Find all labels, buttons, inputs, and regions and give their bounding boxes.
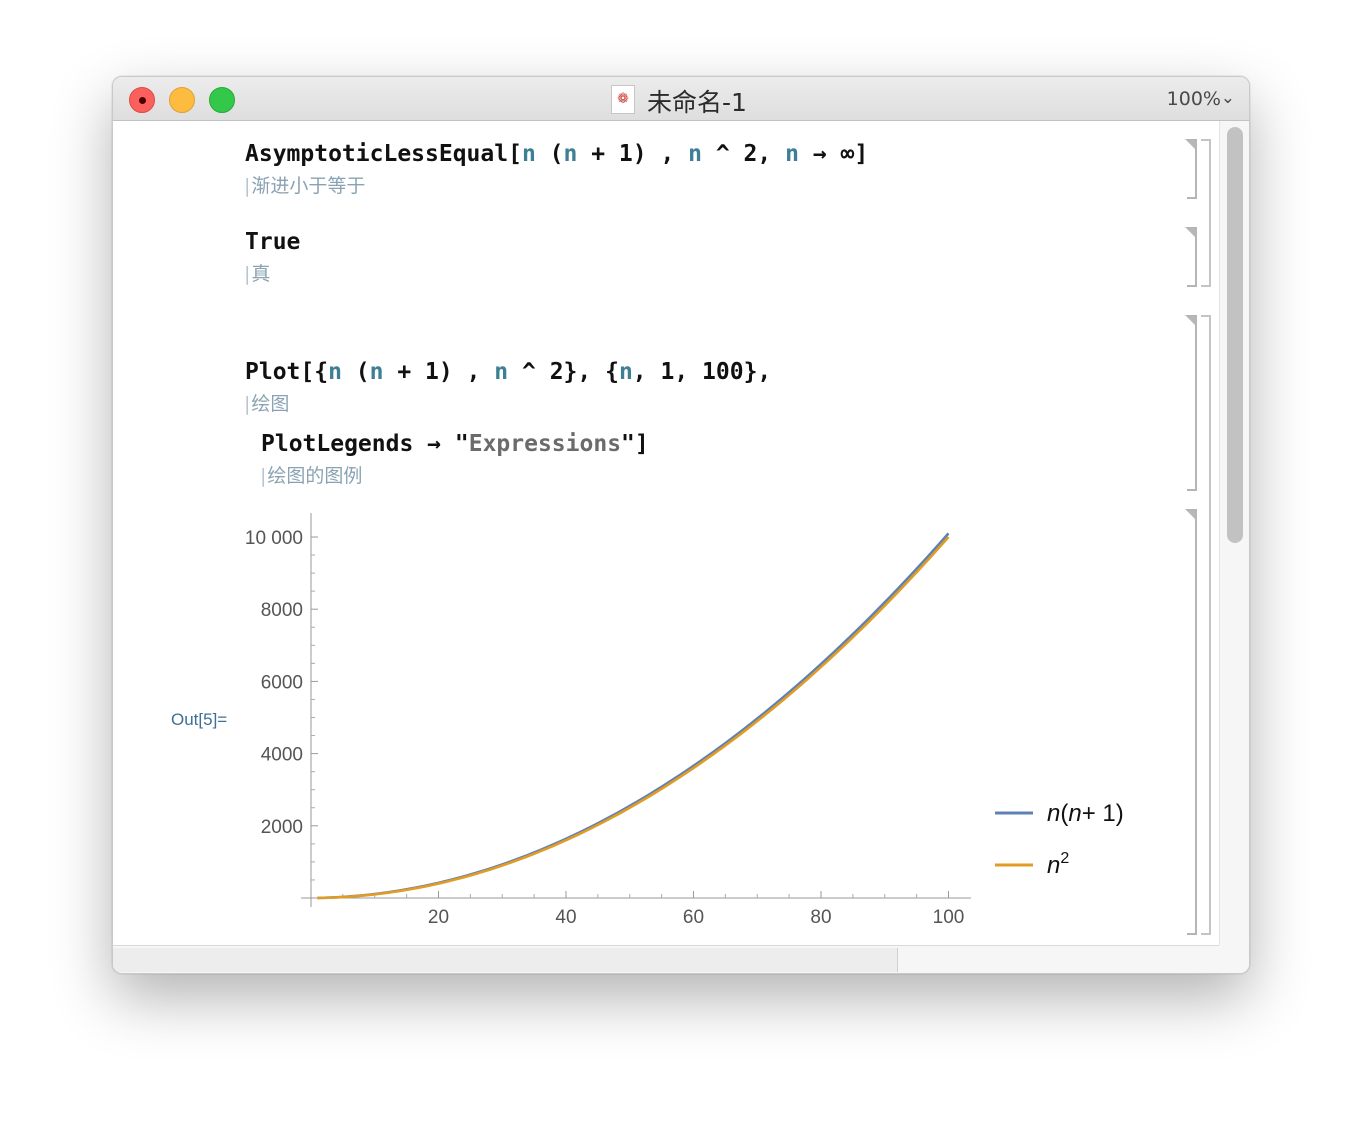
- horizontal-scroll-thumb[interactable]: [113, 948, 898, 972]
- input-cell-asymptotic[interactable]: AsymptoticLessEqual[n (n + 1) , n ^ 2, n…: [245, 141, 868, 167]
- x-tick-label: 40: [555, 907, 576, 928]
- window-title: 未命名-1: [647, 88, 747, 117]
- plot-graphic[interactable]: 20 40 60 80 100 2000 4000 6000 8000 10 000 n(n+ …: [225, 505, 1225, 945]
- scroll-corner: [1219, 945, 1249, 973]
- y-tick-label: 4000: [261, 745, 303, 766]
- series-line: [317, 536, 950, 900]
- legend-label: n(n+ 1): [1047, 800, 1124, 827]
- variable-token: n: [494, 359, 509, 385]
- variable-token: n: [618, 359, 633, 385]
- code-hint-true: 真: [244, 259, 270, 286]
- cell-bracket-marker: [1185, 227, 1195, 237]
- plot-legend: n(n+ 1) n2: [995, 800, 1124, 879]
- cell-bracket[interactable]: [1187, 315, 1197, 491]
- cell-bracket[interactable]: [1187, 509, 1197, 935]
- variable-token: n: [521, 141, 536, 167]
- cell-bracket[interactable]: [1187, 139, 1197, 199]
- variable-token: n: [563, 141, 578, 167]
- notebook-window: ❁ 未命名-1 100% ⌄ AsymptoticLessEqual[n (n …: [112, 76, 1250, 974]
- x-tick-label: 80: [810, 907, 831, 928]
- code-token: "]: [621, 431, 649, 457]
- y-tick-label: 2000: [261, 817, 303, 838]
- y-ticks: 2000 4000 6000 8000 10 000: [245, 528, 318, 881]
- output-cell-true[interactable]: True: [245, 229, 301, 255]
- vertical-scrollbar[interactable]: [1219, 121, 1249, 945]
- minimize-button[interactable]: [169, 87, 195, 113]
- variable-token: n: [785, 141, 799, 167]
- y-tick-label: 10 000: [245, 528, 303, 549]
- x-tick-label: 100: [933, 907, 965, 928]
- string-token: Expressions: [468, 431, 622, 457]
- code-hint-plotlegends: 绘图的图例: [260, 461, 362, 488]
- cell-bracket-marker: [1185, 509, 1195, 519]
- code-hint-plot: 绘图: [244, 389, 289, 416]
- input-cell-plotlegends[interactable]: PlotLegends → "Expressions"]: [261, 431, 649, 457]
- cell-group-bracket[interactable]: [1201, 139, 1211, 287]
- plot-series: [317, 532, 950, 900]
- output-label: Out[5]=: [171, 710, 228, 729]
- y-tick-label: 8000: [261, 600, 303, 621]
- series-line: [317, 532, 950, 900]
- x-tick-label: 60: [683, 907, 704, 928]
- variable-token: n: [369, 359, 384, 385]
- code-token: Plot[{: [245, 359, 329, 385]
- code-hint-asymptotic: 渐进小于等于: [244, 171, 365, 198]
- x-tick-label: 20: [428, 907, 449, 928]
- y-tick-label: 6000: [261, 672, 303, 693]
- cell-group-bracket[interactable]: [1201, 315, 1211, 935]
- code-token: AsymptoticLessEqual[: [245, 141, 522, 167]
- code-token: (: [535, 141, 564, 167]
- close-button[interactable]: [129, 87, 155, 113]
- code-token: PlotLegends → ": [261, 431, 469, 457]
- title-bar[interactable]: ❁ 未命名-1 100% ⌄: [113, 77, 1249, 121]
- cell-bracket[interactable]: [1187, 227, 1197, 287]
- legend-label: n2: [1047, 850, 1069, 879]
- variable-token: n: [688, 141, 703, 167]
- code-token: ^ 2}, {: [508, 359, 619, 385]
- variable-token: n: [328, 359, 342, 385]
- chevron-down-icon[interactable]: ⌄: [1220, 88, 1235, 108]
- input-cell-plot[interactable]: Plot[{n (n + 1) , n ^ 2}, {n, 1, 100},: [245, 359, 771, 385]
- x-ticks: 20 40 60 80 100: [342, 891, 965, 928]
- cell-bracket-marker: [1185, 315, 1195, 325]
- code-token: ^ 2,: [702, 141, 786, 167]
- horizontal-scrollbar[interactable]: [113, 945, 1219, 973]
- document-icon: ❁: [611, 85, 635, 114]
- zoom-button[interactable]: [209, 87, 235, 113]
- notebook-content[interactable]: AsymptoticLessEqual[n (n + 1) , n ^ 2, n…: [113, 121, 1219, 945]
- code-token: + 1) ,: [577, 141, 689, 167]
- vertical-scroll-thumb[interactable]: [1227, 127, 1243, 543]
- zoom-level[interactable]: 100%: [1166, 88, 1221, 110]
- cell-bracket-marker: [1185, 139, 1195, 149]
- code-token: (: [341, 359, 370, 385]
- code-token: → ∞]: [798, 141, 869, 167]
- code-token: + 1) ,: [383, 359, 495, 385]
- code-token: , 1, 100},: [632, 359, 772, 385]
